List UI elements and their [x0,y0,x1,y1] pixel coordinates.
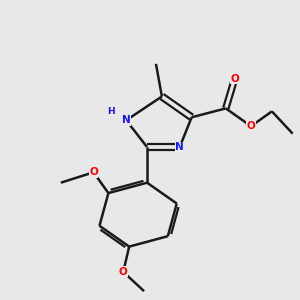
Text: N: N [175,142,184,152]
Text: O: O [119,267,128,277]
Text: O: O [89,167,98,177]
Text: N: N [122,115,130,125]
Text: O: O [230,74,239,84]
Text: H: H [107,107,115,116]
Text: O: O [247,121,255,131]
